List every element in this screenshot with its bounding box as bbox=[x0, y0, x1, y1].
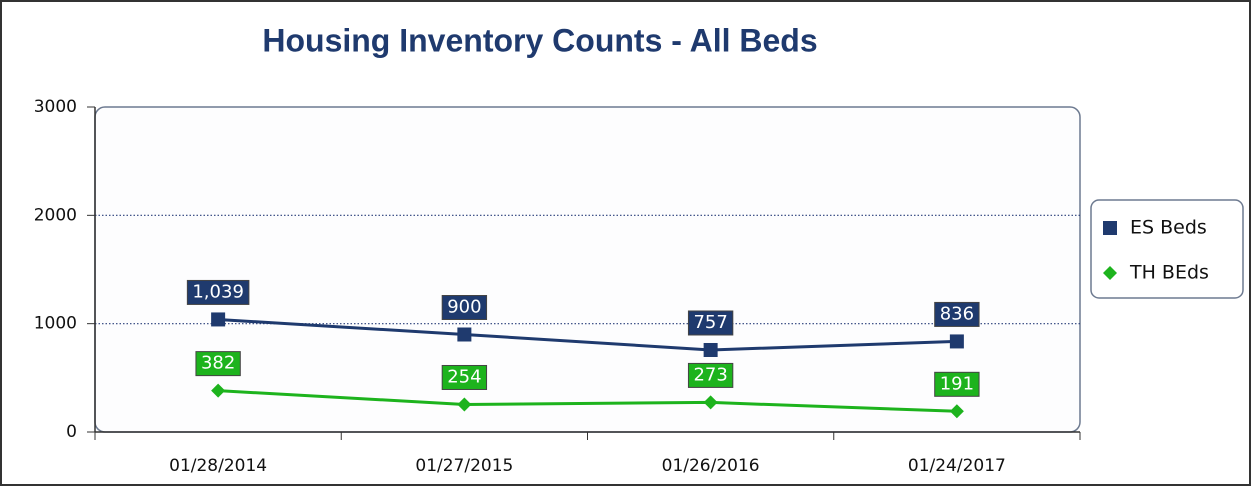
series-line bbox=[218, 389, 957, 413]
data-label-box bbox=[687, 310, 734, 336]
data-label: 191 bbox=[934, 371, 980, 397]
legend-label: ES Beds bbox=[1130, 217, 1207, 239]
data-label: 273 bbox=[687, 362, 734, 388]
y-tick-label: 0 bbox=[66, 422, 77, 442]
point bbox=[949, 404, 964, 419]
series-line bbox=[218, 317, 957, 352]
data-label-text: 836 bbox=[940, 303, 974, 324]
point bbox=[703, 395, 718, 410]
point bbox=[211, 312, 226, 327]
x-tick-label: 01/28/2014 bbox=[169, 456, 267, 476]
data-label-text: 900 bbox=[447, 297, 481, 318]
point bbox=[1103, 266, 1117, 280]
y-tick-label: 1000 bbox=[34, 314, 77, 334]
data-label: 382 bbox=[195, 351, 241, 377]
data-label: 254 bbox=[441, 364, 488, 390]
data-label-text: 254 bbox=[447, 366, 481, 387]
point bbox=[211, 383, 226, 398]
data-label-text: 757 bbox=[693, 312, 727, 333]
data-label-box bbox=[687, 362, 734, 388]
x-tick-label: 01/27/2015 bbox=[415, 456, 513, 476]
data-label-text: 1,039 bbox=[192, 281, 244, 302]
data-label-box bbox=[934, 371, 980, 397]
legend bbox=[1090, 199, 1244, 299]
data-label-box bbox=[186, 279, 250, 305]
legend-label: TH BEds bbox=[1129, 262, 1209, 284]
data-label-box bbox=[195, 351, 241, 377]
data-label: 1,039 bbox=[186, 279, 250, 305]
plot-area bbox=[94, 106, 1081, 433]
y-tick-label: 2000 bbox=[34, 205, 77, 225]
data-label: 900 bbox=[441, 295, 488, 320]
data-label-box bbox=[441, 295, 488, 320]
point bbox=[703, 342, 718, 357]
data-label-box bbox=[441, 364, 488, 390]
data-label-text: 382 bbox=[201, 353, 235, 374]
data-label-box bbox=[934, 301, 980, 327]
point bbox=[1103, 221, 1117, 235]
data-label: 836 bbox=[934, 301, 980, 327]
data-label-text: 191 bbox=[940, 373, 974, 394]
x-tick-label: 01/26/2016 bbox=[662, 456, 760, 476]
point bbox=[457, 397, 472, 412]
y-tick-label: 3000 bbox=[34, 97, 77, 117]
chart-title: Housing Inventory Counts - All Beds bbox=[262, 22, 817, 58]
data-label-text: 273 bbox=[693, 364, 727, 385]
point bbox=[949, 334, 964, 349]
point bbox=[457, 327, 472, 342]
x-tick-label: 01/24/2017 bbox=[908, 456, 1006, 476]
data-label: 757 bbox=[687, 310, 734, 336]
